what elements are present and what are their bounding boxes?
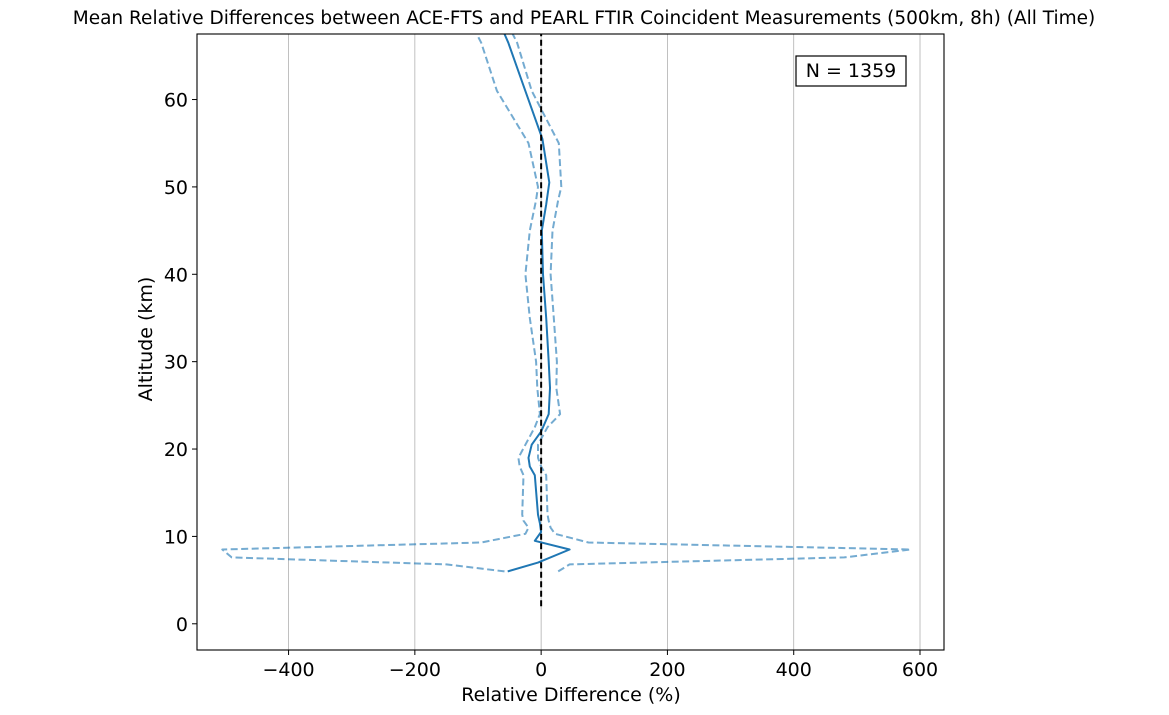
y-tick-label: 50 <box>164 177 188 199</box>
sample-count-frame <box>795 55 907 87</box>
y-axis-label: Altitude (km) <box>135 277 157 402</box>
y-tick-label: 20 <box>164 439 188 461</box>
x-axis: −400 −200 0 200 400 600 <box>262 650 938 681</box>
upper-bound-line <box>511 33 912 573</box>
x-tick-label: 600 <box>902 659 938 681</box>
sample-count-label: N = 1359 <box>806 60 897 82</box>
y-tick-label: 60 <box>164 90 188 112</box>
y-tick-label: 10 <box>164 526 188 548</box>
chart-title: Mean Relative Differences between ACE-FT… <box>73 8 1096 29</box>
y-axis: 0 10 20 30 40 50 60 <box>164 90 197 636</box>
x-tick-label: −400 <box>262 659 314 681</box>
x-tick-label: 200 <box>649 659 685 681</box>
sample-count-box: N = 1359 <box>795 55 907 87</box>
x-axis-label: Relative Difference (%) <box>461 684 681 706</box>
y-tick-label: 40 <box>164 264 188 286</box>
mean-difference-line <box>503 33 571 573</box>
plot-lines <box>221 33 912 607</box>
plot-frame <box>196 33 945 651</box>
y-tick-label: 0 <box>176 614 188 636</box>
y-tick-label: 30 <box>164 352 188 374</box>
x-tick-label: −200 <box>389 659 441 681</box>
lower-bound-line <box>221 33 541 573</box>
x-tick-label: 0 <box>535 659 547 681</box>
x-tick-label: 400 <box>776 659 812 681</box>
